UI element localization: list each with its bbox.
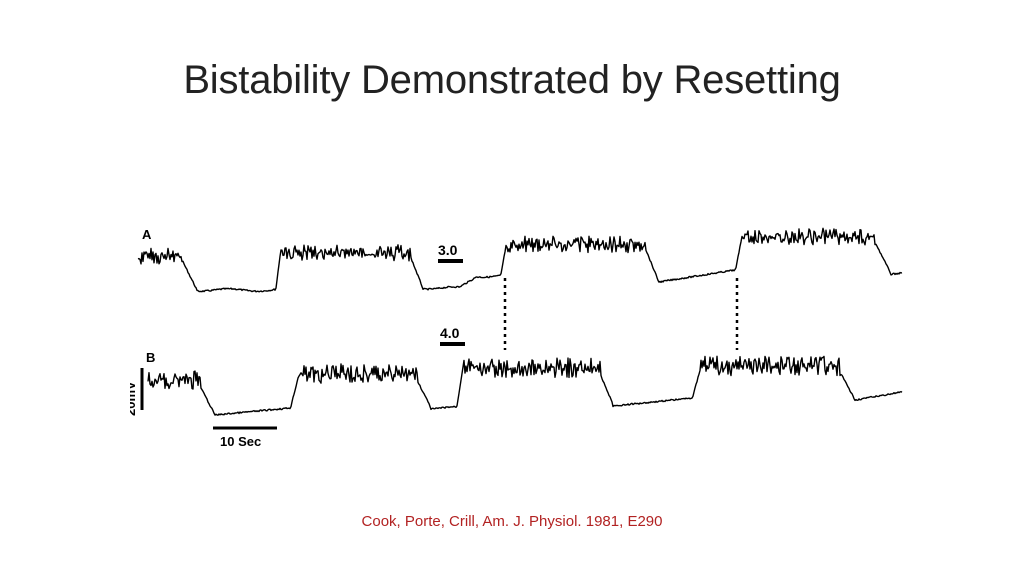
stim-b-label: 4.0 [440,325,460,341]
trace-b [147,355,903,416]
trace-b-label: B [146,350,155,365]
voltage-scale-label: 20mV [130,381,138,416]
trace-a [137,227,903,293]
time-scale-label: 10 Sec [220,434,261,449]
citation: Cook, Porte, Crill, Am. J. Physiol. 1981… [361,513,663,530]
trace-b-line [147,355,903,416]
slide-title: Bistability Demonstrated by Resetting [183,58,841,102]
stim-a-label: 3.0 [438,242,458,258]
trace-a-label: A [142,227,152,242]
trace-a-line [137,227,903,293]
recording-svg: A B 3.0 4.0 20mV 10 Sec [130,227,903,449]
recording-figure: A B 3.0 4.0 20mV 10 Sec [130,210,910,460]
